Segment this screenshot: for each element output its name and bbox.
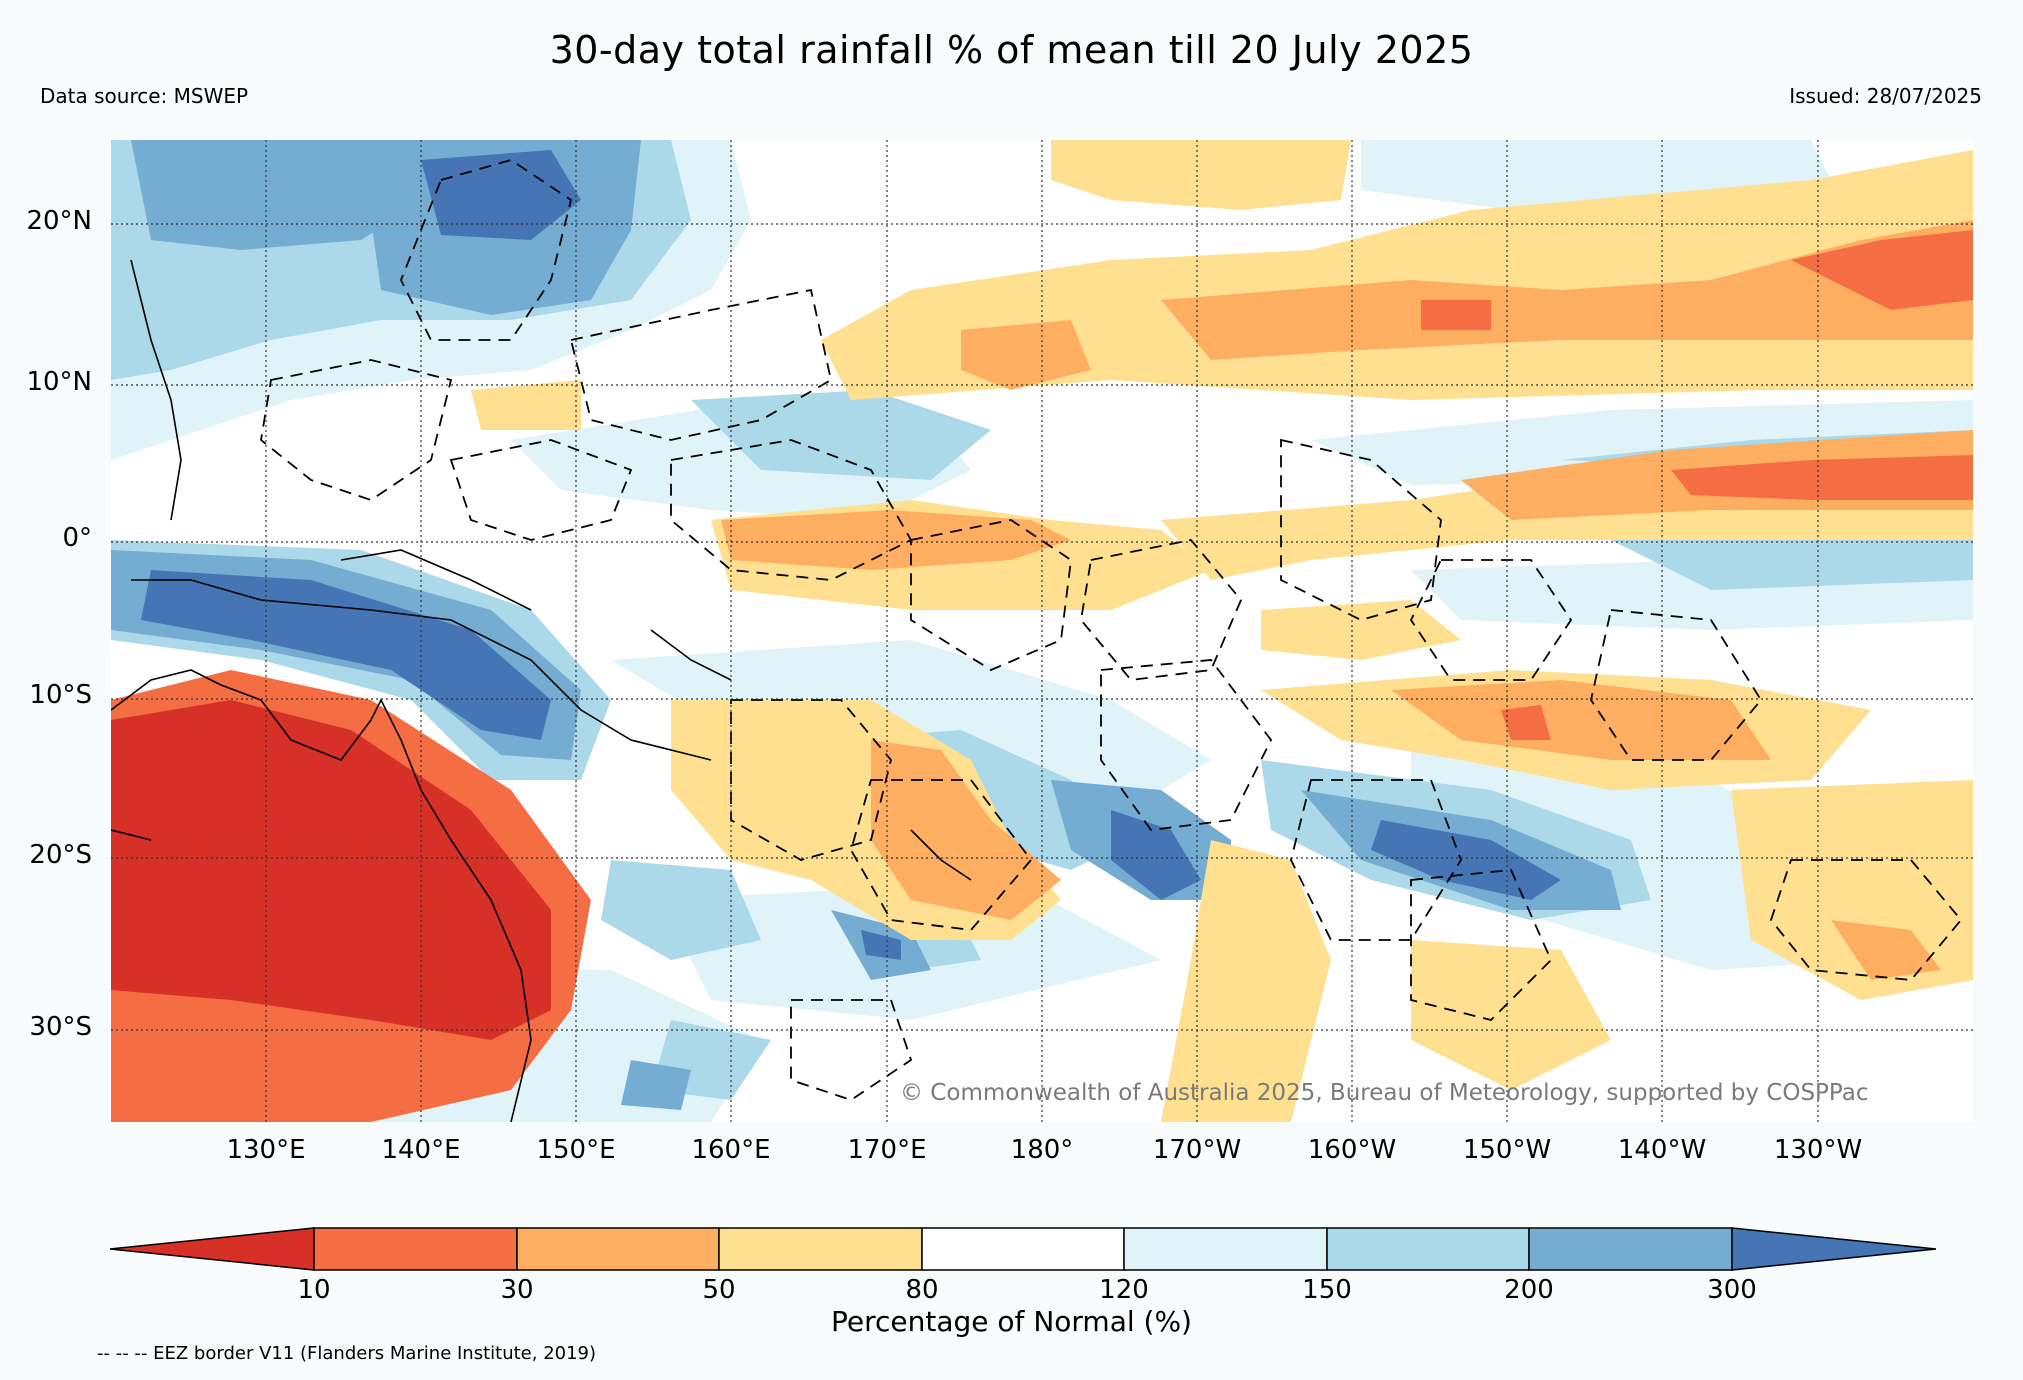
colorbar-tick-150: 150 (1302, 1275, 1352, 1305)
colorbar-tick-300: 300 (1707, 1275, 1757, 1305)
copyright-notice: © Commonwealth of Australia 2025, Bureau… (900, 1080, 1869, 1106)
eez-border-note: -- -- -- EEZ border V11 (Flanders Marine… (97, 1343, 597, 1364)
colorbar-label: Percentage of Normal (%) (831, 1305, 1192, 1338)
lon-label-150w: 150°W (1462, 1135, 1552, 1165)
issued-date-label: Issued: 28/07/2025 (1789, 84, 1982, 108)
colorbar-tick-120: 120 (1099, 1275, 1149, 1305)
colorbar-tick-200: 200 (1504, 1275, 1554, 1305)
lon-label-170e: 170°E (847, 1135, 927, 1165)
colorbar-extend-low (110, 1227, 315, 1271)
lon-label-160w: 160°W (1307, 1135, 1397, 1165)
data-source-label: Data source: MSWEP (40, 84, 249, 108)
rainfall-band-above-300 (141, 150, 1561, 960)
lon-label-140e: 140°E (381, 1135, 461, 1165)
colorbar-segment-200-300 (1528, 1227, 1733, 1271)
graticule (111, 140, 1973, 1122)
lat-label-20s: 20°S (29, 840, 92, 870)
colorbar-segment-80-120 (921, 1227, 1125, 1271)
colorbar-segment-150-200 (1326, 1227, 1530, 1271)
lon-label-140w: 140°W (1617, 1135, 1707, 1165)
colorbar-tick-10: 10 (297, 1275, 331, 1305)
lat-label-10s: 10°S (29, 680, 92, 710)
rainfall-map (111, 140, 1973, 1122)
lon-label-160e: 160°E (691, 1135, 771, 1165)
colorbar-extend-high (1731, 1227, 1936, 1271)
rainfall-map-canvas (111, 140, 1973, 1122)
rainfall-band-below-10 (111, 700, 551, 1040)
colorbar-segment-120-150 (1123, 1227, 1328, 1271)
map-title: 30-day total rainfall % of mean till 20 … (549, 28, 1474, 72)
coastlines (111, 259, 972, 1122)
colorbar-tick-80: 80 (905, 1275, 939, 1305)
lon-label-130w: 130°W (1773, 1135, 1863, 1165)
colorbar-tick-30: 30 (500, 1275, 534, 1305)
eez-borders (260, 159, 1963, 1101)
lat-label-30s: 30°S (29, 1012, 92, 1042)
lon-label-130e: 130°E (226, 1135, 306, 1165)
lon-label-170w: 170°W (1152, 1135, 1242, 1165)
colorbar-tick-50: 50 (702, 1275, 736, 1305)
colorbar-segment-30-50 (516, 1227, 720, 1271)
lat-label-10n: 10°N (26, 367, 92, 397)
lon-label-150e: 150°E (536, 1135, 616, 1165)
colorbar-segment-50-80 (718, 1227, 923, 1271)
colorbar (110, 1227, 1936, 1271)
lon-label-180: 180° (1010, 1135, 1074, 1165)
lat-label-20n: 20°N (26, 206, 92, 236)
colorbar-segment-10-30 (313, 1227, 518, 1271)
lat-label-equator: 0° (62, 523, 92, 553)
